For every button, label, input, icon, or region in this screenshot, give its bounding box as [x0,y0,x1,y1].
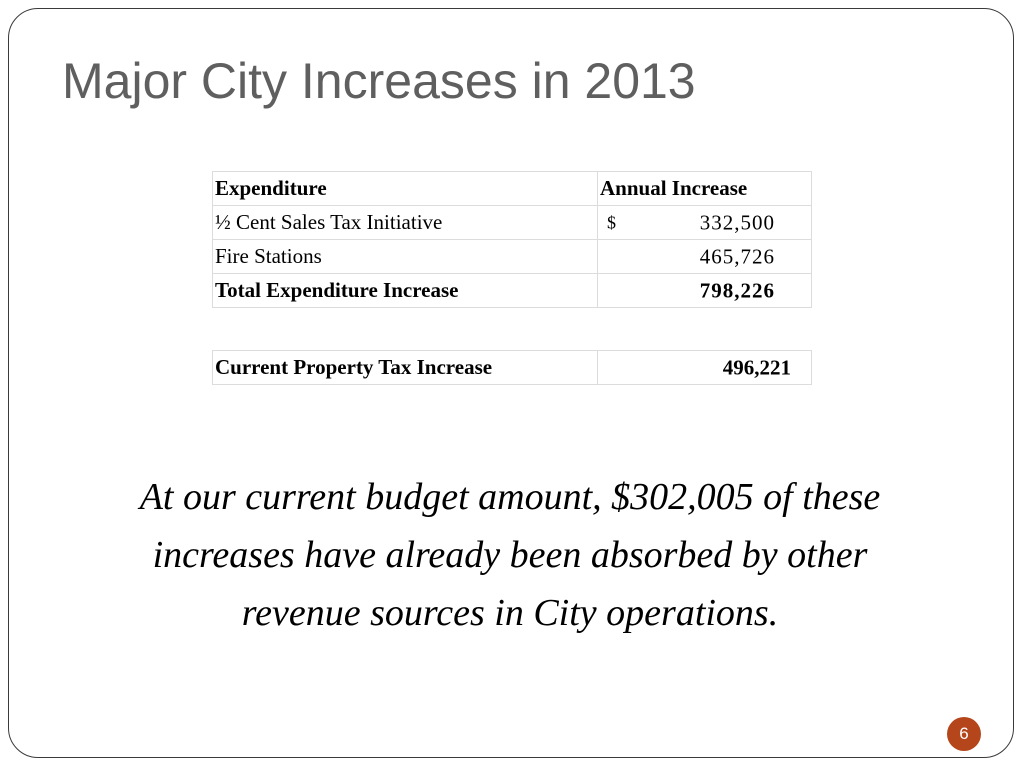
total-label: Total Expenditure Increase [212,273,598,308]
row-label: ½ Cent Sales Tax Initiative [212,205,598,240]
property-tax-row: Current Property Tax Increase 496,221 [212,350,812,385]
row-label: Fire Stations [212,239,598,274]
slide-title: Major City Increases in 2013 [62,53,696,109]
table-row: ½ Cent Sales Tax Initiative $ 332,500 [212,205,812,240]
property-tax-amount: 496,221 [722,355,791,379]
table-header-row: Expenditure Annual Increase [212,171,812,206]
header-expenditure: Expenditure [212,171,598,206]
page-number-badge: 6 [947,717,981,751]
row-amount-cell: $ 332,500 [597,205,812,240]
table-row: Fire Stations 465,726 [212,239,812,274]
row-amount-cell: 465,726 [597,239,812,274]
expenditure-table: Expenditure Annual Increase ½ Cent Sales… [212,171,812,308]
property-tax-table: Current Property Tax Increase 496,221 [212,350,812,385]
total-row: Total Expenditure Increase 798,226 [212,273,812,308]
budget-note: At our current budget amount, $302,005 o… [139,476,881,634]
total-amount: 798,226 [699,278,775,302]
header-annual-increase: Annual Increase [597,171,812,206]
row-amount: 465,726 [699,244,775,268]
row-amount: 332,500 [699,210,775,234]
currency-symbol: $ [607,212,616,232]
property-tax-amount-cell: 496,221 [597,350,812,385]
page-number: 6 [959,724,969,743]
property-tax-label: Current Property Tax Increase [212,350,598,385]
total-amount-cell: 798,226 [597,273,812,308]
